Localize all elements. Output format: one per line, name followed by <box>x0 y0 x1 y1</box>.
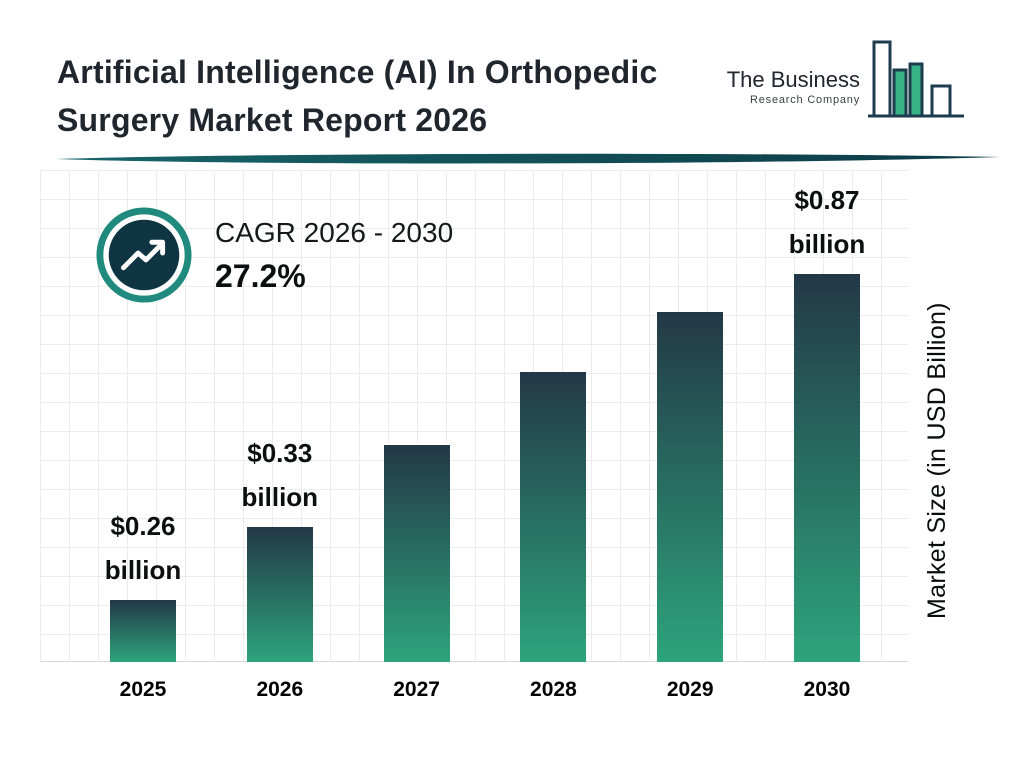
bar-chart: $0.26 billion 2025 $0.33 billion 2026 20… <box>75 140 895 715</box>
page-title-line1: Artificial Intelligence (AI) In Orthoped… <box>57 54 658 90</box>
trending-up-icon <box>96 207 192 303</box>
x-tick-2030: 2030 <box>803 678 851 701</box>
bar-column-2029: 2029 <box>622 140 758 715</box>
value-text: $0.26 <box>110 511 176 541</box>
page-title-line2: Surgery Market Report 2026 <box>57 102 488 138</box>
bar-2026 <box>246 527 313 662</box>
bar-column-2030: $0.87 billion 2030 <box>759 140 895 715</box>
value-text: $0.33 <box>247 438 313 468</box>
bar-column-2026: $0.33 billion 2026 <box>212 140 348 715</box>
unit-text: billion <box>241 482 319 512</box>
bar-value-label-2025: $0.26 billion <box>105 504 182 592</box>
company-logo-text: The Business Research Company <box>727 68 860 108</box>
x-tick-2028: 2028 <box>530 678 577 701</box>
bar-2028 <box>520 372 587 662</box>
bar-column-2025: $0.26 billion 2025 <box>75 140 211 715</box>
bar-2025 <box>110 600 176 662</box>
company-logo: The Business Research Company <box>727 38 966 122</box>
bar-2029 <box>657 312 724 662</box>
x-tick-2025: 2025 <box>119 678 167 701</box>
unit-text: billion <box>788 229 866 259</box>
bar-chart-logo-icon <box>868 40 964 118</box>
x-tick-2029: 2029 <box>666 678 714 701</box>
value-text: $0.87 <box>794 185 860 215</box>
cagr-label: CAGR 2026 - 2030 <box>215 216 454 248</box>
bar-value-label-2030: $0.87 billion <box>789 178 866 266</box>
bar-column-2028: 2028 <box>485 140 621 715</box>
cagr-badge: CAGR 2026 - 2030 27.2% <box>95 206 453 304</box>
logo-name: The Business <box>726 67 860 92</box>
logo-subname: Research Company <box>749 94 860 106</box>
title-divider <box>56 153 1000 164</box>
cagr-value: 27.2% <box>215 257 306 294</box>
cagr-text: CAGR 2026 - 2030 27.2% <box>215 216 453 295</box>
x-tick-2026: 2026 <box>256 678 304 701</box>
bar-2030 <box>793 274 860 662</box>
y-axis-label: Market Size (in USD Billion) <box>923 302 951 620</box>
bar-value-label-2026: $0.33 billion <box>242 431 319 519</box>
bar-column-2027: 2027 <box>349 140 485 715</box>
x-tick-2027: 2027 <box>393 678 440 701</box>
unit-text: billion <box>104 555 182 585</box>
page-title: Artificial Intelligence (AI) In Orthoped… <box>57 48 747 144</box>
bar-2027 <box>383 445 450 662</box>
